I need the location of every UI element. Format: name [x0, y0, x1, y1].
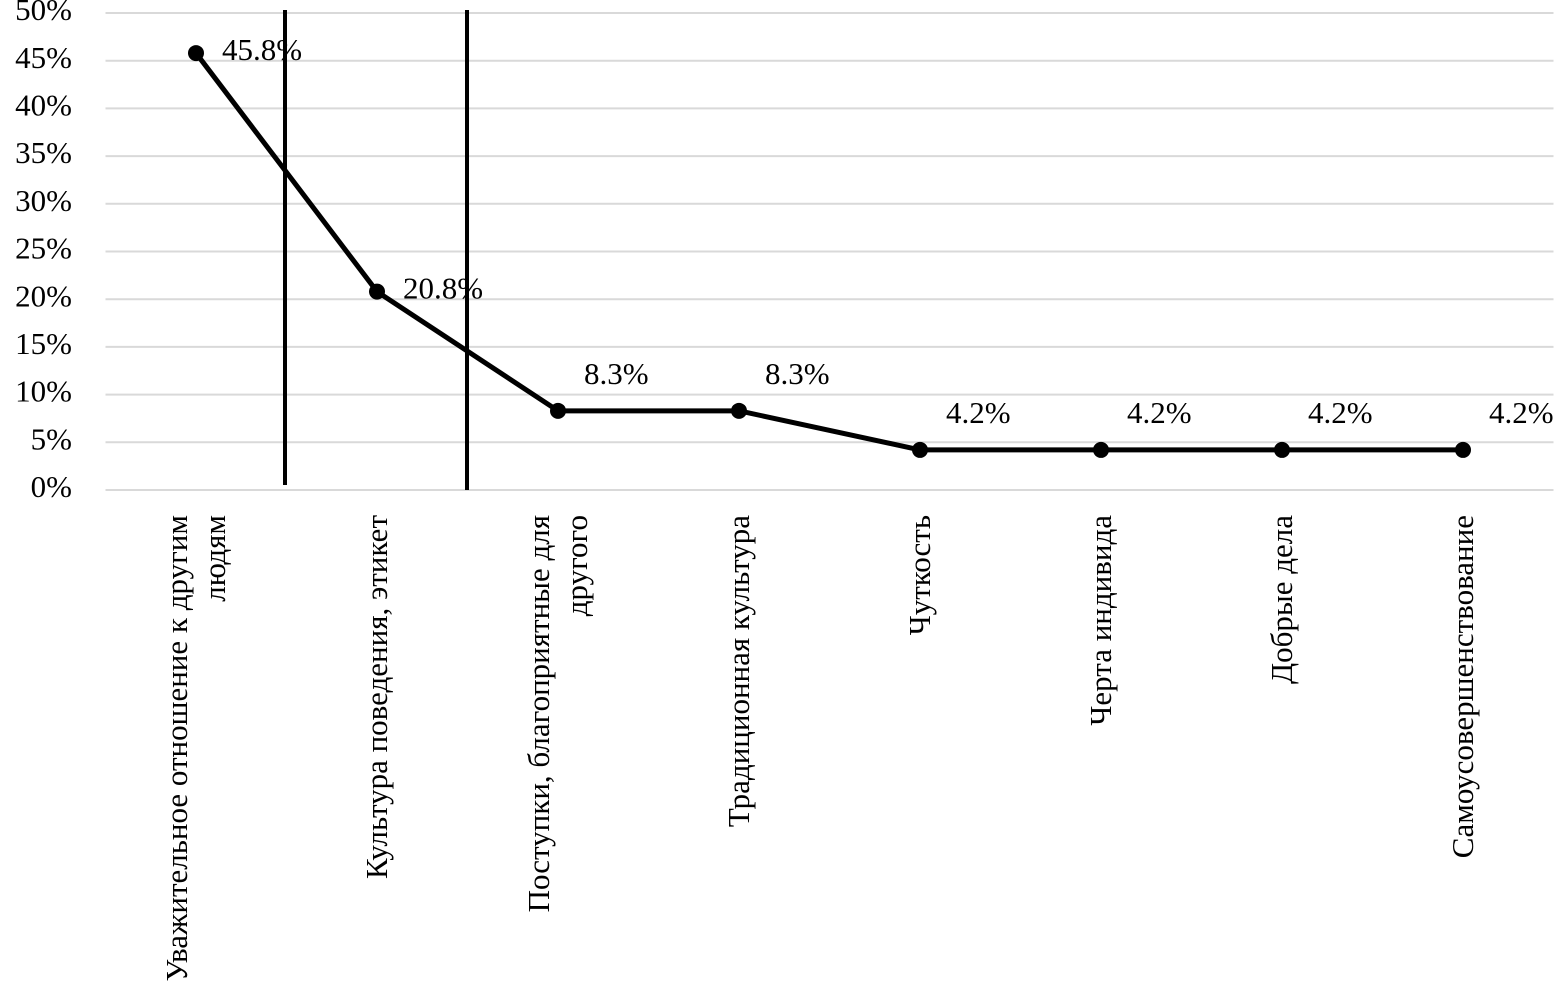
y-tick-label: 10% [15, 374, 72, 409]
y-tick-label: 40% [15, 88, 72, 123]
x-tick-label: Культура поведения, этикет [359, 515, 394, 879]
data-label: 20.8% [403, 271, 483, 306]
line [194, 51, 1463, 453]
y-tick-label: 15% [15, 326, 72, 361]
y-tick-label: 25% [15, 231, 72, 266]
y-tick-label: 45% [15, 40, 72, 75]
x-tick-label: Самоусовершенствование [1445, 515, 1480, 859]
marker [1093, 441, 1109, 458]
y-tick-label: 35% [15, 135, 72, 170]
marker [912, 441, 928, 458]
marker [1274, 441, 1290, 458]
x-tick-label: Поступки, благоприятные для другого [521, 515, 594, 913]
data-label: 8.3% [584, 356, 649, 391]
y-tick-label: 30% [15, 183, 72, 218]
data-label: 45.8% [222, 32, 302, 67]
marker [369, 283, 385, 300]
y-tick-label: 50% [15, 0, 72, 27]
marker [731, 402, 747, 419]
data-label: 4.2% [946, 395, 1011, 430]
x-tick-label: Черта индивида [1083, 515, 1118, 726]
marker [1455, 441, 1471, 458]
x-tick-label: Традиционная культура [721, 515, 756, 828]
y-tick-label: 5% [31, 421, 72, 456]
data-label: 8.3% [765, 356, 830, 391]
data-label: 4.2% [1489, 395, 1554, 430]
y-tick-label: 0% [31, 469, 72, 504]
data-label: 4.2% [1127, 395, 1192, 430]
marker [188, 45, 204, 62]
marker [550, 402, 566, 419]
x-tick-label: Добрые дела [1264, 515, 1299, 685]
y-tick-label: 20% [15, 278, 72, 313]
x-tick-label: Уважительное отношение к другим людям [159, 515, 232, 982]
x-tick-label: Чуткость [902, 515, 937, 636]
data-label: 4.2% [1308, 395, 1373, 430]
